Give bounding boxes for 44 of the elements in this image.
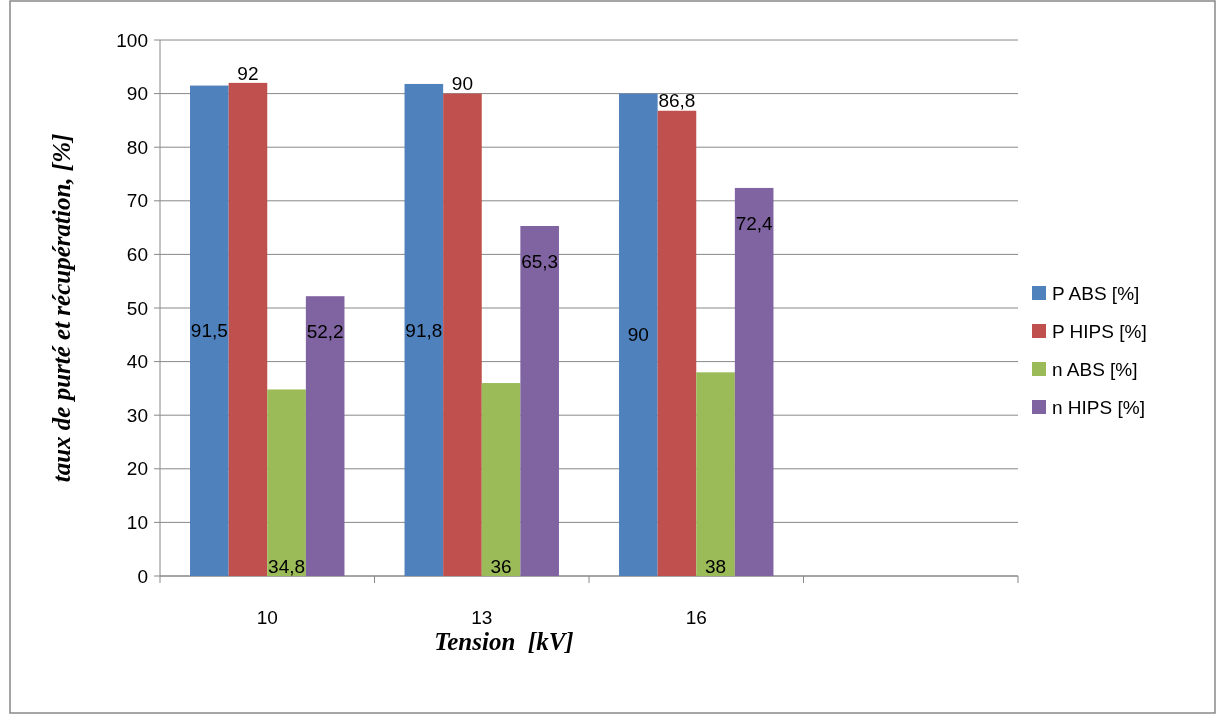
x-tick-label: 16 (685, 607, 707, 628)
legend-label: n ABS [%] (1052, 358, 1138, 380)
y-tick-label: 90 (126, 83, 148, 105)
bar (619, 93, 658, 576)
bar (190, 85, 229, 576)
bar (481, 383, 521, 576)
bar (657, 110, 697, 576)
y-tick-label: 80 (126, 136, 148, 158)
y-tick-label: 20 (126, 458, 148, 480)
y-tick-label: 100 (116, 29, 148, 51)
y-tick-label: 60 (126, 244, 148, 266)
x-axis-title: Tension [kV] (434, 628, 574, 655)
data-label: 90 (627, 324, 649, 346)
data-label: 65,3 (521, 250, 559, 272)
bar (305, 296, 345, 576)
data-label: 90 (451, 73, 474, 95)
y-tick-label: 0 (137, 565, 148, 587)
data-label: 52,2 (306, 320, 344, 342)
data-label: 36 (490, 555, 512, 577)
y-tick-label: 70 (126, 190, 148, 212)
data-label: 92 (237, 62, 259, 84)
bar (443, 93, 482, 576)
bar (404, 83, 444, 576)
x-tick-label: 13 (471, 607, 493, 628)
legend-label: P ABS [%] (1052, 282, 1140, 304)
legend-label: n HIPS [%] (1052, 396, 1145, 418)
data-label: 86,8 (658, 90, 696, 112)
bar (228, 82, 268, 576)
data-label: 38 (704, 555, 727, 577)
x-tick-label: 10 (256, 607, 278, 628)
data-label: 91,8 (405, 319, 443, 341)
data-label: 34,8 (268, 555, 306, 577)
legend-label: P HIPS [%] (1052, 320, 1147, 342)
data-label: 91,5 (190, 320, 228, 342)
bar (267, 389, 306, 576)
bar (734, 187, 774, 576)
bar (520, 225, 559, 576)
y-tick-label: 50 (126, 297, 148, 319)
y-tick-label: 10 (126, 512, 148, 534)
data-label: 72,4 (735, 212, 774, 234)
y-tick-label: 40 (126, 351, 148, 373)
y-axis-title: taux de purté et récupération, [%] (48, 133, 75, 483)
y-tick-label: 30 (126, 404, 148, 426)
bar (696, 372, 735, 576)
